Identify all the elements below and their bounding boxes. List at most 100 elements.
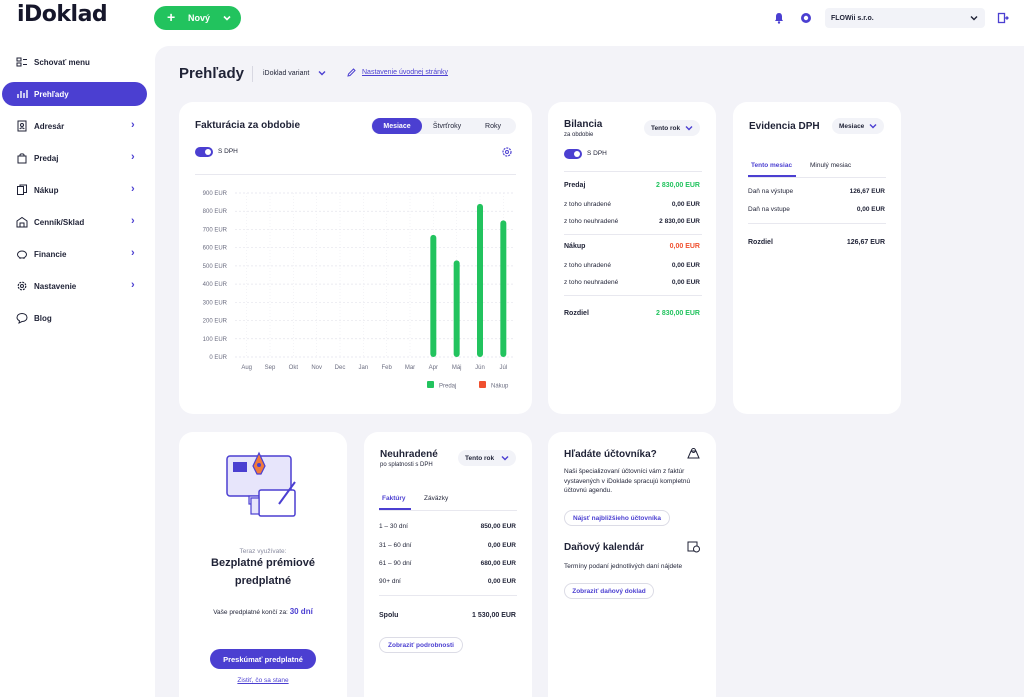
chevron-down-icon[interactable] xyxy=(317,68,327,78)
row-label: z toho neuhradené xyxy=(564,218,619,225)
vat-difference: 126,67 EUR xyxy=(846,239,885,246)
sidebar-item-cennik-sklad[interactable]: Cenník/Sklad › xyxy=(2,210,147,234)
x-tick-label: Apr xyxy=(429,365,438,371)
chevron-down-icon xyxy=(970,16,978,21)
divider xyxy=(252,66,253,82)
map-icon xyxy=(687,448,700,459)
computer-illustration-icon xyxy=(226,451,296,517)
row-label: z toho uhradené xyxy=(564,262,611,269)
segment-months[interactable]: Mesiace xyxy=(372,118,422,134)
plus-icon: + xyxy=(167,9,176,25)
y-tick-label: 600 EUR xyxy=(203,246,228,252)
help-lifebuoy-icon[interactable] xyxy=(798,10,814,26)
period-dropdown[interactable]: Tento rok xyxy=(458,450,516,466)
x-tick-label: Sep xyxy=(265,365,276,371)
logout-icon[interactable] xyxy=(995,10,1011,26)
row-label: z toho uhradené xyxy=(564,201,611,208)
sidebar-item-blog[interactable]: Blog xyxy=(2,306,147,330)
homepage-settings-link[interactable]: Nastavenie úvodnej stránky xyxy=(362,69,448,76)
invoicing-bar-chart: 0 EUR 100 EUR 200 EUR 300 EUR 400 EUR 500 EUR… xyxy=(203,191,515,390)
promo-ends: Vaše predplatné končí za: 30 dní xyxy=(179,607,347,616)
tab-invoices[interactable]: Faktúry xyxy=(382,495,406,502)
show-tax-document-button[interactable]: Zobraziť daňový doklad xyxy=(564,583,654,599)
card-title: Bilancia xyxy=(564,119,603,130)
sales-total: 2 830,00 EUR xyxy=(656,182,700,189)
company-selector[interactable]: FLOWii s.r.o. xyxy=(825,8,985,28)
sidebar-item-nakup[interactable]: Nákup › xyxy=(2,178,147,202)
period-dropdown-value: Mesiace xyxy=(839,122,865,130)
divider xyxy=(748,177,886,178)
sidebar-item-adresar[interactable]: Adresár › xyxy=(2,114,147,138)
new-button[interactable]: + Nový xyxy=(154,6,241,30)
row-label: Daň na výstupe xyxy=(748,188,794,195)
tax-calendar-text: Termíny podaní jednotlivých daní nájdete xyxy=(564,563,683,570)
show-details-button[interactable]: Zobraziť podrobnosti xyxy=(379,637,463,653)
x-tick-label: Feb xyxy=(381,365,392,371)
row-value: 0,00 EUR xyxy=(856,206,885,213)
sidebar-item-predaj[interactable]: Predaj › xyxy=(2,146,147,170)
x-tick-label: Máj xyxy=(452,365,462,371)
learn-more-link[interactable]: Zistiť, čo sa stane xyxy=(237,677,289,684)
bar-predaj xyxy=(430,234,437,357)
tab-liabilities[interactable]: Záväzky xyxy=(424,495,449,502)
sidebar-item-hide-menu[interactable]: Schovať menu xyxy=(2,50,147,74)
row-value: 680,00 EUR xyxy=(480,560,516,567)
unpaid-total: 1 530,00 EUR xyxy=(472,612,516,619)
period-dropdown[interactable]: Mesiace xyxy=(832,118,884,134)
row-value: 0,00 EUR xyxy=(487,542,516,549)
sidebar-item-label: Predaj xyxy=(34,154,59,163)
period-dropdown-value: Tento rok xyxy=(651,124,681,132)
segment-years[interactable]: Roky xyxy=(485,122,501,130)
row-value: 0,00 EUR xyxy=(671,279,700,286)
gear-icon[interactable] xyxy=(501,146,513,158)
promo-ends-label: Vaše predplatné končí za: xyxy=(213,609,288,616)
period-dropdown[interactable]: Tento rok xyxy=(644,120,700,136)
promo-ends-value: 30 dní xyxy=(289,607,313,616)
gear-icon xyxy=(17,281,27,291)
sidebar-item-financie[interactable]: Financie › xyxy=(2,242,147,266)
row-value: 0,00 EUR xyxy=(487,578,516,585)
app-logo[interactable]: iDoklad xyxy=(17,2,108,27)
segment-quarters[interactable]: Štvrťroky xyxy=(432,122,462,130)
warehouse-icon xyxy=(16,216,28,228)
divider xyxy=(379,510,517,511)
new-button-label: Nový xyxy=(188,13,211,23)
explore-subscription-button[interactable]: Preskúmať predplatné xyxy=(210,649,316,669)
variant-selector[interactable]: iDoklad variant xyxy=(263,70,310,77)
pencil-icon xyxy=(347,68,356,77)
legend-swatch xyxy=(479,381,486,388)
chat-bubble-icon xyxy=(16,312,28,324)
balance-difference: 2 830,00 EUR xyxy=(656,310,700,317)
divider xyxy=(564,234,702,235)
active-tab-indicator xyxy=(379,508,411,510)
row-value: 0,00 EUR xyxy=(671,201,700,208)
period-segmented-control: Mesiace Štvrťroky Roky xyxy=(371,118,516,134)
period-dropdown-value: Tento rok xyxy=(465,454,495,462)
x-tick-label: Jún xyxy=(475,365,485,371)
accountant-card: Hľadáte účtovníka? Naši špecializovaní ú… xyxy=(548,432,716,697)
divider xyxy=(564,171,702,172)
y-tick-label: 700 EUR xyxy=(203,227,228,233)
x-tick-label: Mar xyxy=(405,365,415,371)
find-accountant-button[interactable]: Nájsť najbližšieho účtovníka xyxy=(564,510,670,526)
chevron-right-icon: › xyxy=(131,151,135,163)
sidebar-item-prehlady[interactable]: Prehľady xyxy=(2,82,147,106)
card-title: Neuhradené xyxy=(380,449,438,460)
y-tick-label: 900 EUR xyxy=(203,191,228,197)
row-label: Rozdiel xyxy=(748,239,773,246)
bell-icon[interactable] xyxy=(771,10,787,26)
vat-toggle[interactable] xyxy=(195,147,213,157)
vat-card: Evidencia DPH Mesiace Tento mesiac Minul… xyxy=(733,102,901,414)
tax-calendar-title: Daňový kalendár xyxy=(564,542,645,553)
legend-label: Predaj xyxy=(439,384,456,390)
vat-toggle[interactable] xyxy=(564,149,582,159)
sidebar-item-nastavenie[interactable]: Nastavenie › xyxy=(2,274,147,298)
y-tick-label: 800 EUR xyxy=(203,209,228,215)
tab-this-month[interactable]: Tento mesiac xyxy=(751,162,793,169)
tab-last-month[interactable]: Minulý mesiac xyxy=(810,162,852,169)
card-title: Hľadáte účtovníka? xyxy=(564,449,657,460)
promo-title-line2: predplatné xyxy=(234,575,292,587)
x-tick-label: Jan xyxy=(358,365,368,371)
y-tick-label: 100 EUR xyxy=(203,337,228,343)
sidebar: Schovať menu Prehľady Adresár › Predaj ›… xyxy=(0,46,152,697)
